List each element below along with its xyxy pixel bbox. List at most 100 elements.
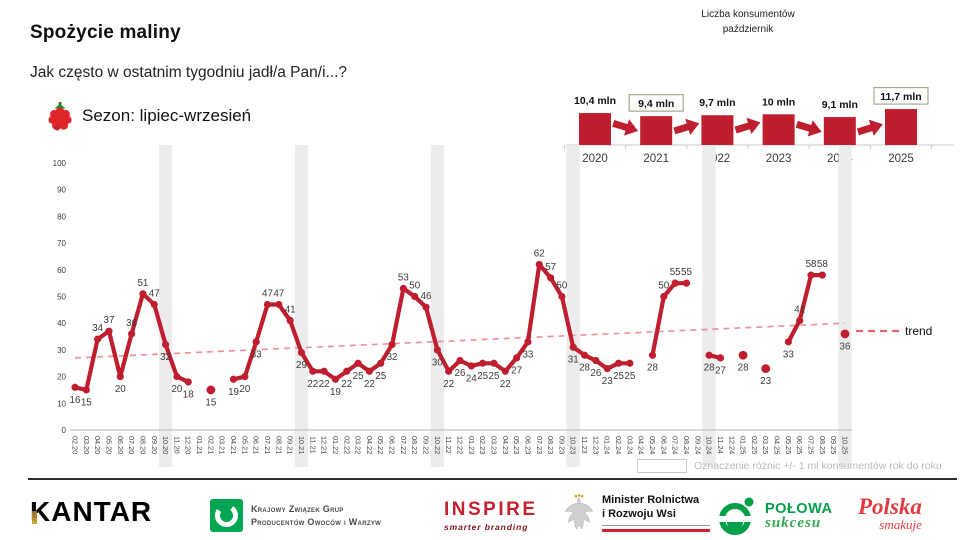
x-axis-label: 02.21 bbox=[206, 436, 215, 454]
y-axis-label: 60 bbox=[57, 266, 66, 275]
consumer-bar bbox=[885, 109, 917, 145]
data-point bbox=[150, 300, 158, 309]
x-axis-label: 12.20 bbox=[184, 436, 193, 454]
x-axis-label: 06.23 bbox=[523, 436, 532, 454]
kzg-line2: Producentów Owoców i Warzyw bbox=[251, 516, 382, 527]
x-axis-label: 08.20 bbox=[138, 436, 147, 454]
y-axis-label: 40 bbox=[57, 319, 66, 328]
x-axis-label: 03.20 bbox=[82, 436, 91, 454]
data-point bbox=[818, 271, 826, 279]
x-axis-label: 07.22 bbox=[399, 436, 408, 454]
data-point bbox=[761, 364, 771, 373]
value-label: 32 bbox=[160, 352, 171, 363]
value-label: 46 bbox=[421, 291, 432, 302]
x-axis-label: 05.25 bbox=[784, 436, 793, 454]
value-label: 25 bbox=[353, 371, 364, 382]
data-point bbox=[71, 383, 79, 391]
x-axis-label: 11.22 bbox=[444, 436, 453, 454]
value-box bbox=[628, 94, 684, 112]
x-axis-label: 08.21 bbox=[274, 436, 283, 454]
polska-smakuje-line1: Polska bbox=[858, 494, 922, 519]
value-label: 26 bbox=[590, 368, 601, 379]
data-point bbox=[682, 279, 691, 287]
x-axis-label: 06.25 bbox=[795, 436, 804, 454]
value-label: 27 bbox=[511, 365, 522, 376]
logo-inspire: INSPIRE smarter branding bbox=[444, 499, 538, 532]
data-point bbox=[309, 367, 317, 375]
x-axis-label: 12.23 bbox=[591, 436, 600, 454]
x-axis-label: 01.22 bbox=[331, 436, 340, 454]
ministry-line2: i Rozwoju Wsi bbox=[602, 507, 676, 520]
value-label: 19 bbox=[330, 387, 341, 398]
legend-note: Oznaczenie różnic +/- 1 ml konsumentów r… bbox=[637, 459, 942, 473]
x-axis-label: 04.22 bbox=[365, 436, 374, 454]
value-label: 50 bbox=[556, 281, 567, 292]
yoy-arrow-icon bbox=[856, 119, 883, 136]
y-axis-label: 80 bbox=[57, 212, 66, 221]
value-label: 31 bbox=[568, 355, 579, 366]
value-label: 29 bbox=[296, 360, 307, 371]
x-axis-label: 10.21 bbox=[297, 436, 306, 454]
october-band bbox=[702, 145, 716, 467]
trend-line bbox=[74, 322, 846, 359]
value-label: 20 bbox=[171, 384, 182, 395]
data-point bbox=[660, 292, 668, 301]
value-label: 53 bbox=[398, 272, 409, 283]
x-axis-label: 04.21 bbox=[229, 436, 238, 454]
x-axis-label: 08.25 bbox=[818, 436, 827, 454]
value-label: 18 bbox=[183, 389, 194, 400]
x-axis-label: 10.24 bbox=[705, 436, 714, 454]
value-label: 28 bbox=[647, 363, 658, 374]
data-point bbox=[807, 271, 815, 279]
footer-divider bbox=[28, 478, 957, 480]
x-axis-label: 08.22 bbox=[410, 436, 419, 454]
data-point bbox=[796, 316, 804, 325]
data-point bbox=[603, 364, 611, 373]
data-point bbox=[411, 292, 419, 301]
data-point bbox=[399, 284, 407, 293]
value-label: 41 bbox=[794, 305, 805, 316]
raspberry-icon bbox=[48, 102, 72, 131]
x-axis-label: 03.23 bbox=[489, 436, 498, 454]
consumer-value-label: 9,1 mln bbox=[822, 99, 858, 111]
x-axis-label: 07.21 bbox=[263, 436, 272, 454]
x-axis-label: 04.24 bbox=[637, 436, 646, 454]
consumer-bar bbox=[762, 114, 795, 145]
data-point bbox=[648, 351, 657, 359]
value-label: 25 bbox=[489, 371, 500, 382]
y-axis-label: 10 bbox=[57, 399, 66, 408]
x-axis-label: 11.21 bbox=[308, 436, 317, 454]
polowa-line1: POŁOWA bbox=[765, 500, 833, 517]
value-label: 22 bbox=[341, 379, 352, 390]
kantar-wordmark: KANTAR bbox=[30, 496, 153, 527]
value-label: 50 bbox=[658, 281, 669, 292]
x-axis-label: 09.22 bbox=[422, 436, 431, 454]
data-point bbox=[524, 338, 532, 346]
season-row: Sezon: lipiec-wrzesień bbox=[46, 101, 251, 131]
data-point bbox=[716, 354, 725, 362]
x-axis-label: 09.24 bbox=[693, 436, 702, 454]
x-axis-label: 02.23 bbox=[478, 436, 487, 454]
data-point bbox=[263, 300, 272, 309]
value-label: 57 bbox=[545, 262, 556, 273]
data-point bbox=[671, 279, 679, 287]
value-label: 25 bbox=[375, 371, 386, 382]
value-label: 36 bbox=[126, 318, 137, 329]
value-label: 22 bbox=[364, 379, 375, 390]
x-axis-label: 02.25 bbox=[750, 436, 759, 454]
data-point bbox=[569, 343, 577, 351]
value-label: 58 bbox=[817, 259, 828, 270]
value-label: 15 bbox=[205, 397, 216, 408]
x-axis-label: 10.25 bbox=[841, 436, 850, 454]
data-point bbox=[840, 329, 850, 339]
data-point bbox=[558, 292, 566, 301]
x-axis-label: 05.22 bbox=[376, 436, 385, 454]
x-axis-label: 12.24 bbox=[727, 436, 736, 454]
x-axis-label: 07.23 bbox=[535, 436, 544, 454]
logo-polska-smakuje: Polska smakuje bbox=[858, 495, 922, 533]
x-axis-label: 12.22 bbox=[456, 436, 465, 454]
inspire-wordmark: INSPIRE bbox=[444, 499, 538, 520]
value-label: 58 bbox=[806, 259, 817, 270]
